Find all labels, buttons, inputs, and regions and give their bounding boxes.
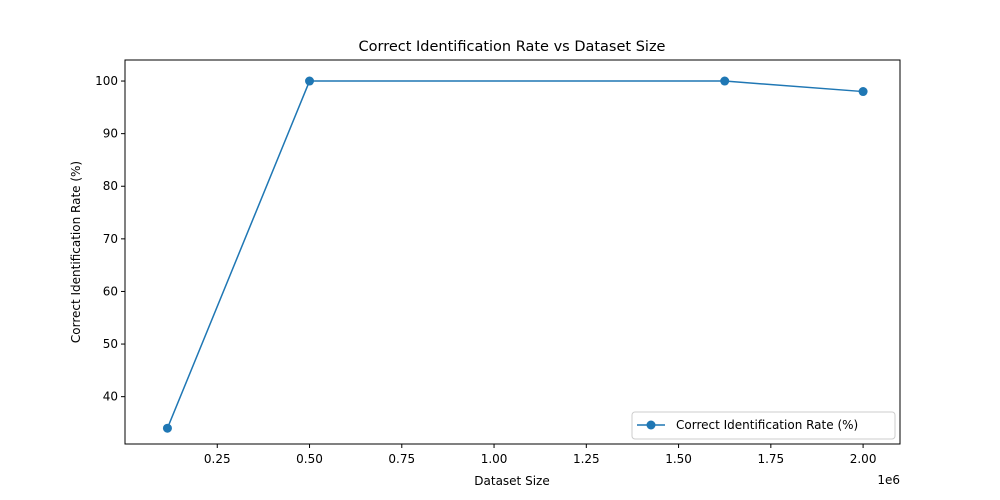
data-point [858,87,868,97]
data-point [720,76,730,86]
series-line [166,80,864,429]
y-tick-label: 80 [103,179,118,193]
data-point [162,423,172,433]
legend-marker [646,420,656,430]
y-axis-ticks: 40 50 60 70 80 90 100 [95,74,125,404]
x-axis-label: Dataset Size [474,474,549,488]
y-tick-label: 60 [103,284,118,298]
legend: Correct Identification Rate (%) [631,411,896,440]
y-tick-label: 90 [103,127,118,141]
y-tick-label: 100 [95,74,118,88]
data-point [305,76,315,86]
y-tick-label: 40 [103,390,118,404]
y-tick-label: 70 [103,232,118,246]
legend-label: Correct Identification Rate (%) [676,418,858,432]
x-tick-label: 0.25 [204,452,231,466]
series-layer [162,76,868,433]
x-axis-ticks: 0.25 0.50 0.75 1.00 1.25 1.50 1.75 2.00 [204,444,877,466]
x-tick-label: 0.75 [388,452,415,466]
y-tick-label: 50 [103,337,118,351]
y-axis-label: Correct Identification Rate (%) [69,161,83,343]
x-tick-label: 0.50 [296,452,323,466]
chart-title: Correct Identification Rate vs Dataset S… [359,39,666,55]
x-tick-label: 1.25 [573,452,600,466]
plot-area [124,59,901,445]
x-tick-label: 1.00 [481,452,508,466]
legend-box [631,411,896,440]
x-offset-label: 1e6 [877,473,900,487]
x-tick-label: 1.50 [665,452,692,466]
x-tick-label: 2.00 [850,452,877,466]
x-tick-label: 1.75 [757,452,784,466]
